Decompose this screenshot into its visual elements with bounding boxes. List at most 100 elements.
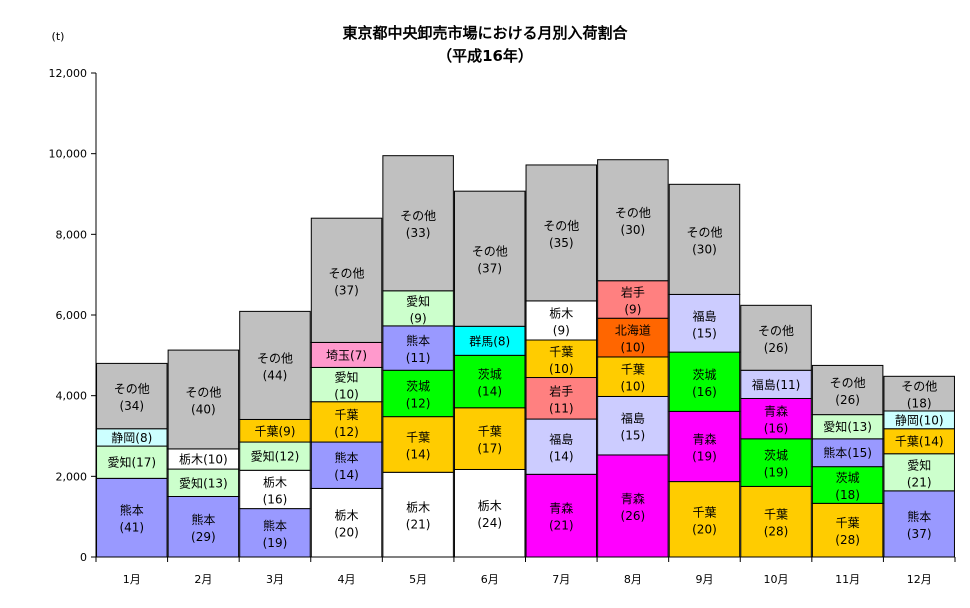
segment-share-label: (26) bbox=[621, 509, 646, 523]
segment-share-label: (9) bbox=[624, 302, 641, 316]
bar-segment bbox=[239, 508, 311, 558]
bar-segment bbox=[382, 325, 454, 371]
bar-segment bbox=[740, 304, 812, 371]
segment-label: 熊本 bbox=[263, 518, 287, 533]
bar-segment bbox=[382, 416, 454, 473]
segment-label: 北海道 bbox=[615, 323, 651, 338]
bar-segment bbox=[811, 414, 884, 440]
bar-segment bbox=[167, 349, 240, 450]
bar-segment bbox=[811, 364, 884, 416]
bar-segment bbox=[310, 341, 383, 368]
x-tick-label: 5月 bbox=[409, 573, 427, 586]
segment-label: 栃木 bbox=[335, 509, 359, 523]
segment-share-label: (41) bbox=[119, 521, 144, 535]
bar-segment bbox=[382, 155, 454, 292]
bar-segment bbox=[382, 471, 454, 558]
chart-title: 東京都中央卸売市場における月別入荷割合 bbox=[342, 24, 628, 42]
segment-share-label: (37) bbox=[334, 283, 359, 297]
bar-segment bbox=[883, 375, 955, 412]
y-tick-label: 2,000 bbox=[56, 470, 88, 483]
segment-share-label: (19) bbox=[692, 449, 717, 463]
segment-share-label: (11) bbox=[549, 401, 574, 415]
segment-label: 茨城 bbox=[836, 471, 860, 485]
bar-segment bbox=[239, 310, 311, 420]
segment-name: 栃木 bbox=[179, 452, 203, 466]
bar-segment bbox=[597, 395, 669, 456]
bar-stack-9月: 千葉 (20) 青森 (19) 茨城 (16) 福島 (15) その他 (30) bbox=[668, 183, 741, 558]
segment-label: その他 bbox=[615, 206, 651, 220]
segment-label: 愛知 bbox=[406, 294, 430, 308]
segment-label: 熊本 bbox=[406, 333, 430, 348]
segment-label: その他 bbox=[758, 324, 794, 338]
segment-share-label: (9) bbox=[553, 323, 570, 337]
segment-share-label: (20) bbox=[334, 526, 359, 540]
y-tick-label: 10,000 bbox=[49, 148, 88, 161]
segment-label: 熊本 bbox=[191, 512, 215, 527]
segment-label: 愛知(12) bbox=[251, 450, 300, 464]
segment-label: その他 bbox=[830, 376, 866, 390]
bar-segment bbox=[382, 290, 454, 327]
segment-share-label: (30) bbox=[692, 242, 717, 256]
x-tick-label: 3月 bbox=[266, 573, 284, 586]
segment-share: (10) bbox=[919, 413, 944, 427]
bar-segment bbox=[883, 490, 955, 558]
segment-share-label: (44) bbox=[263, 368, 288, 382]
y-tick-label: 0 bbox=[80, 551, 87, 564]
segment-share: (17) bbox=[131, 456, 156, 470]
segment-share: (7) bbox=[350, 348, 367, 362]
segment-label: 栃木 bbox=[263, 475, 287, 489]
segment-label: 静岡(8) bbox=[111, 431, 152, 445]
axes-layer: 0 2,000 4,000 6,000 8,000 10,000 12,000 1月 2月 3月 4… bbox=[49, 67, 956, 586]
segment-share-label: (14) bbox=[334, 468, 359, 482]
segment-label: 熊本(15) bbox=[823, 445, 872, 460]
bar-stack-3月: 熊本 (19) 栃木 (16) 愛知(12) 千葉(9) その他 (44) bbox=[239, 310, 311, 558]
bar-segment bbox=[96, 445, 168, 479]
segment-label: 愛知(13) bbox=[179, 476, 228, 490]
segment-share: (8) bbox=[493, 334, 510, 348]
segment-share: (15) bbox=[847, 446, 872, 460]
x-tick-label: 6月 bbox=[481, 573, 499, 586]
segment-label: 群馬(8) bbox=[469, 334, 510, 348]
bar-segment bbox=[883, 453, 955, 492]
segment-label: 栃木 bbox=[478, 499, 502, 513]
y-tick-label: 4,000 bbox=[56, 390, 88, 403]
segment-label: 茨城 bbox=[478, 368, 502, 382]
segment-label: 茨城 bbox=[692, 368, 716, 382]
segment-share-label: (17) bbox=[477, 442, 502, 456]
segment-label: 福島(11) bbox=[752, 377, 801, 392]
segment-share-label: (24) bbox=[477, 516, 502, 530]
segment-label: その他 bbox=[472, 245, 508, 259]
bar-segment bbox=[167, 468, 240, 497]
segment-share-label: (35) bbox=[549, 236, 574, 250]
segment-share-label: (12) bbox=[406, 396, 431, 410]
segment-share-label: (10) bbox=[334, 388, 359, 402]
segment-share: (9) bbox=[278, 424, 295, 438]
bar-stack-10月: 千葉 (28) 茨城 (19) 青森 (16) 福島(11) その他 (26) bbox=[740, 304, 812, 558]
x-tick-label: 12月 bbox=[907, 573, 932, 586]
segment-label: 愛知(17) bbox=[107, 456, 156, 470]
segment-label: 千葉 bbox=[549, 345, 573, 359]
segment-label: 熊本 bbox=[335, 450, 359, 465]
chart-subtitle: （平成16年） bbox=[437, 47, 533, 65]
bar-segment bbox=[453, 190, 526, 327]
x-tick-label: 8月 bbox=[624, 573, 642, 586]
segment-label: 愛知(13) bbox=[823, 420, 872, 434]
segment-share-label: (40) bbox=[191, 402, 216, 416]
segment-label: 静岡(10) bbox=[895, 413, 944, 427]
bar-segment bbox=[453, 468, 526, 558]
x-tick-label: 11月 bbox=[835, 573, 860, 586]
y-tick-label: 8,000 bbox=[56, 228, 88, 241]
bar-segment bbox=[811, 466, 884, 504]
segment-share: (10) bbox=[203, 452, 228, 466]
segment-label: その他 bbox=[543, 219, 579, 233]
bar-segment bbox=[525, 473, 598, 558]
segment-label: 熊本 bbox=[120, 503, 144, 518]
segment-label: 熊本 bbox=[907, 509, 931, 524]
segment-name: 愛知 bbox=[823, 420, 847, 434]
segment-share-label: (12) bbox=[334, 425, 359, 439]
bar-segment bbox=[740, 438, 812, 487]
bar-segment bbox=[382, 369, 454, 418]
segment-share: (13) bbox=[847, 420, 872, 434]
segment-share-label: (26) bbox=[764, 341, 789, 355]
